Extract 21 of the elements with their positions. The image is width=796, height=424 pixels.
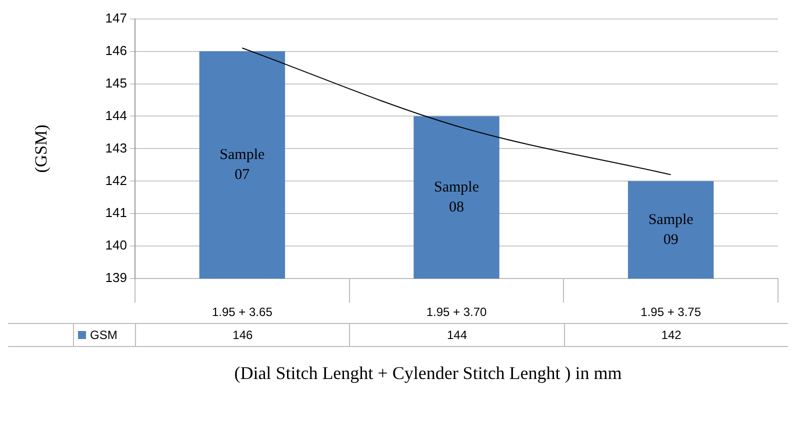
annotation: Sample 09 bbox=[648, 212, 694, 248]
data-label: 146 bbox=[135, 324, 350, 346]
y-tick-label: 141 bbox=[105, 205, 127, 220]
data-label: 142 bbox=[564, 324, 778, 346]
y-tick-label: 146 bbox=[105, 42, 127, 58]
y-tick-label: 144 bbox=[105, 108, 127, 123]
x-tick-label: 1.95 + 3.70 bbox=[426, 305, 488, 320]
x-axis-title: (Dial Stitch Lenght + Cylender Stitch Lenght ) in mm bbox=[233, 363, 623, 384]
y-tick-label: 143 bbox=[105, 140, 127, 156]
y-tick-label: 139 bbox=[105, 270, 127, 286]
y-axis-title: (GSM) bbox=[32, 124, 51, 173]
legend-label: GSM bbox=[90, 328, 118, 342]
y-tick-label: 142 bbox=[105, 172, 127, 188]
x-tick-label: 1.95 + 3.65 bbox=[212, 305, 273, 320]
data-label: 144 bbox=[349, 324, 564, 346]
x-tick-label: 1.95 + 3.75 bbox=[640, 305, 702, 320]
y-tick-label: 145 bbox=[105, 75, 127, 90]
y-tick-label: 147 bbox=[105, 10, 127, 26]
annotation: Sample 08 bbox=[434, 179, 480, 216]
annotation: Sample 07 bbox=[220, 146, 265, 183]
y-tick-label: 140 bbox=[105, 238, 127, 253]
